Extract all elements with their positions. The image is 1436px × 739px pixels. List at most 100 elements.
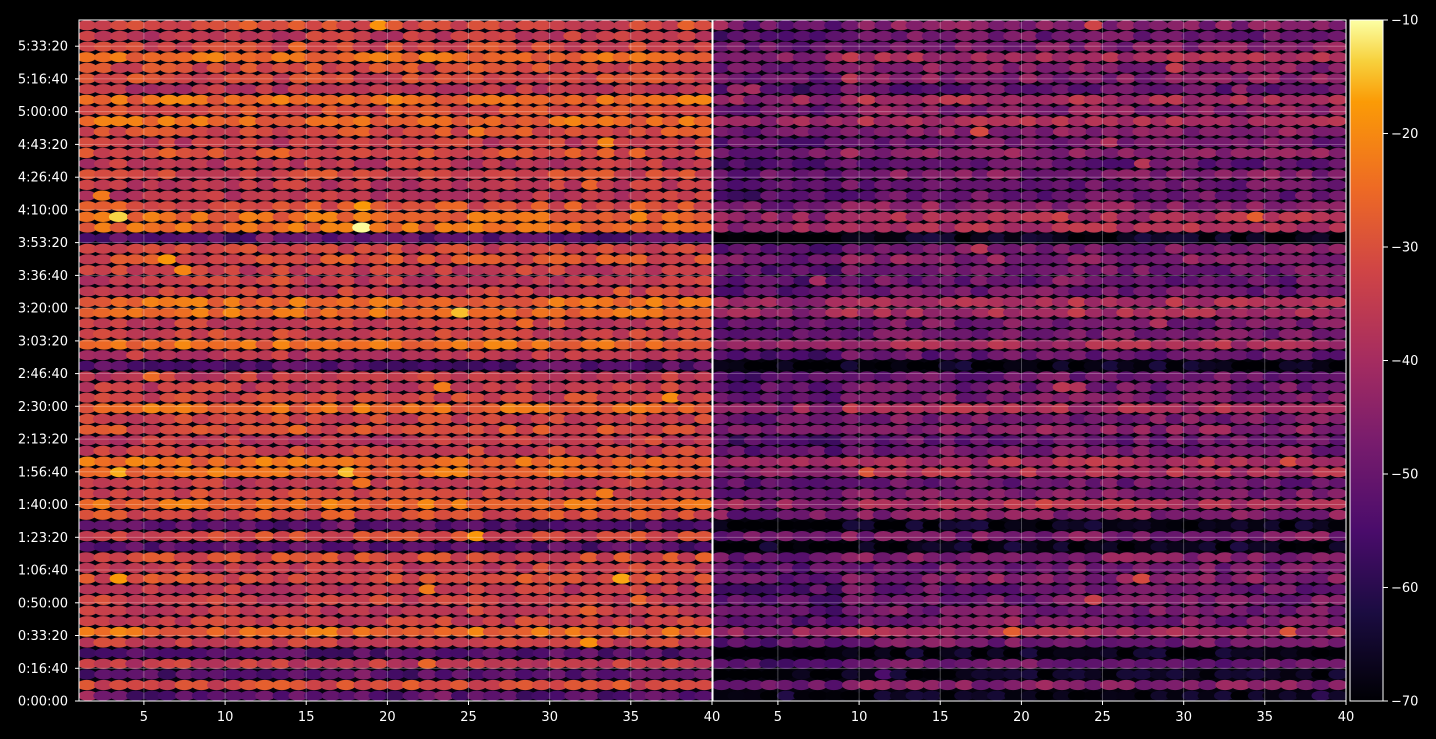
heatmap-cell <box>825 477 845 488</box>
heatmap-cell <box>1085 477 1105 488</box>
heatmap-cell <box>239 637 259 648</box>
heatmap-cell <box>1327 456 1346 467</box>
heatmap-cell <box>1100 105 1121 116</box>
heatmap-cell <box>1149 403 1170 414</box>
heatmap-cell <box>435 30 455 42</box>
heatmap-cell <box>713 318 731 329</box>
heatmap-cell <box>79 179 97 190</box>
heatmap-cell <box>905 626 926 637</box>
heatmap-cell <box>191 605 211 616</box>
heatmap-cell <box>79 584 98 595</box>
heatmap-cell <box>255 382 275 393</box>
heatmap-cell <box>694 62 712 73</box>
heatmap-cell <box>126 403 146 414</box>
heatmap-cell <box>401 605 421 616</box>
heatmap-cell <box>531 626 551 637</box>
heatmap-cell <box>662 360 682 371</box>
heatmap-cell <box>857 286 877 297</box>
heatmap-cell <box>189 147 210 159</box>
heatmap-cell <box>467 658 488 669</box>
heatmap-cell <box>191 382 212 393</box>
heatmap-cell <box>159 20 179 31</box>
heatmap-cell <box>857 94 877 105</box>
heatmap-cell <box>564 658 584 669</box>
heatmap-cell <box>922 233 943 244</box>
heatmap-cell <box>759 41 779 52</box>
heatmap-cell <box>271 648 292 659</box>
heatmap-cell <box>1230 435 1250 446</box>
heatmap-cell <box>1035 307 1056 318</box>
heatmap-cell <box>1004 201 1024 212</box>
heatmap-cell <box>905 562 925 574</box>
heatmap-cell <box>222 339 243 350</box>
heatmap-cell <box>1084 584 1105 595</box>
heatmap-cell <box>336 307 357 318</box>
heatmap-cell <box>434 637 454 648</box>
heatmap-cell <box>1198 541 1218 552</box>
heatmap-cell <box>240 137 260 148</box>
heatmap-cell <box>808 594 828 606</box>
heatmap-cell <box>1165 594 1185 606</box>
heatmap-cell <box>645 286 665 297</box>
heatmap-cell <box>743 499 763 510</box>
heatmap-cell <box>451 392 471 403</box>
heatmap-cell <box>434 201 455 212</box>
heatmap-cell <box>1003 350 1023 361</box>
heatmap-cell <box>1101 328 1121 339</box>
heatmap-cell <box>126 573 146 584</box>
heatmap-cell <box>1036 222 1056 233</box>
heatmap-cell <box>612 403 632 414</box>
heatmap-cell <box>1085 190 1105 201</box>
heatmap-cell <box>923 499 943 510</box>
heatmap-cell <box>450 254 471 265</box>
heatmap-cell <box>1100 211 1120 222</box>
heatmap-cell <box>661 211 681 222</box>
heatmap-cell <box>1052 20 1073 31</box>
heatmap-cell <box>808 573 828 584</box>
heatmap-cell <box>1247 41 1267 52</box>
heatmap-cell <box>613 73 633 84</box>
heatmap-cell <box>368 360 388 371</box>
heatmap-cell <box>970 658 991 669</box>
heatmap-cell <box>190 488 210 499</box>
heatmap-cell <box>1116 318 1136 329</box>
heatmap-cell <box>1036 413 1056 425</box>
heatmap-cell <box>1003 222 1024 233</box>
heatmap-cell <box>777 179 797 190</box>
heatmap-cell <box>792 531 812 542</box>
heatmap-cell <box>1182 350 1203 361</box>
heatmap-cell <box>418 233 438 244</box>
heatmap-cell <box>190 456 211 467</box>
heatmap-cell <box>1067 637 1088 648</box>
heatmap-cell <box>825 690 845 701</box>
heatmap-cell <box>1100 403 1121 414</box>
heatmap-cell <box>873 169 893 180</box>
heatmap-cell <box>1311 158 1332 169</box>
heatmap-cell <box>954 648 974 659</box>
heatmap-cell <box>530 435 551 446</box>
heatmap-cell <box>1132 605 1153 616</box>
heatmap-cell <box>1279 179 1299 190</box>
heatmap-cell <box>1036 424 1056 435</box>
heatmap-cell <box>645 371 666 382</box>
heatmap-cell <box>1246 158 1266 169</box>
heatmap-cell <box>955 147 975 159</box>
heatmap-cell <box>1295 62 1316 73</box>
heatmap-cell <box>1278 328 1299 339</box>
heatmap-cell <box>207 147 227 159</box>
heatmap-cell <box>531 392 552 403</box>
heatmap-cell <box>1133 222 1153 233</box>
heatmap-cell <box>305 424 325 435</box>
heatmap-cell <box>628 30 648 42</box>
heatmap-cell <box>79 318 97 329</box>
heatmap-cell <box>498 424 519 435</box>
heatmap-cell <box>531 637 552 648</box>
heatmap-cell <box>1182 552 1203 563</box>
heatmap-cell <box>1116 562 1137 574</box>
heatmap-cell <box>1312 456 1332 467</box>
heatmap-cell <box>694 445 712 456</box>
heatmap-cell <box>287 616 307 627</box>
heatmap-cell <box>613 84 633 95</box>
heatmap-cell <box>222 286 242 297</box>
heatmap-cell <box>142 477 163 488</box>
